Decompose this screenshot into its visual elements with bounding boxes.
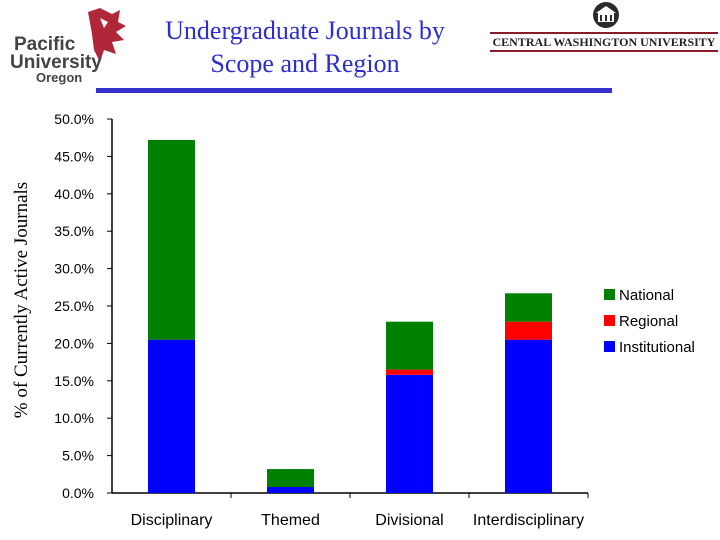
bar-layer <box>148 139 552 493</box>
y-tick-label: 20.0% <box>54 335 94 351</box>
bar-regional-divisional <box>386 369 433 375</box>
bar-regional-interdisciplinary <box>505 321 552 340</box>
y-tick-label: 5.0% <box>62 448 94 464</box>
logo-rule-top <box>490 32 718 34</box>
bar-national-disciplinary <box>148 139 195 340</box>
y-tick-label: 10.0% <box>54 410 94 426</box>
y-tick-label: 45.0% <box>54 148 94 164</box>
y-tick-label: 35.0% <box>54 223 94 239</box>
bar-institutional-interdisciplinary <box>505 339 552 493</box>
pacific-university-logo: Pacific University Oregon <box>10 8 126 85</box>
x-tick-label: Themed <box>261 512 320 529</box>
bar-institutional-divisional <box>386 374 433 493</box>
y-tick-label: 15.0% <box>54 373 94 389</box>
y-tick-label: 40.0% <box>54 186 94 202</box>
legend: National Regional Institutional <box>604 287 695 356</box>
cwu-logo-text: CENTRAL WASHINGTON UNIVERSITY <box>493 35 716 49</box>
cwu-logo: CENTRAL WASHINGTON UNIVERSITY <box>490 2 718 52</box>
legend-swatch-institutional <box>604 341 615 352</box>
building-seal-icon <box>593 2 619 28</box>
y-tick-label: 0.0% <box>62 485 94 501</box>
y-tick-label: 30.0% <box>54 261 94 277</box>
legend-swatch-national <box>604 289 615 300</box>
header-rule <box>96 88 612 93</box>
legend-label-institutional: Institutional <box>619 339 695 356</box>
logo-line3: Oregon <box>36 70 82 85</box>
bar-national-divisional <box>386 321 433 370</box>
legend-label-regional: Regional <box>619 313 678 330</box>
bar-national-themed <box>267 469 314 488</box>
bar-national-interdisciplinary <box>505 293 552 322</box>
y-axis-label: % of Currently Active Journals <box>11 182 32 418</box>
x-tick-label: Interdisciplinary <box>473 512 584 529</box>
stacked-bar-chart: 0.0% 5.0% 10.0% 15.0% 20.0% 25.0% 30.0% 35.0% 40… <box>11 111 695 529</box>
logo-rule-bottom <box>490 50 718 52</box>
bar-institutional-disciplinary <box>148 339 195 493</box>
bar-institutional-themed <box>267 487 314 493</box>
logo-line2: University <box>10 52 102 73</box>
x-tick-label: Divisional <box>375 512 443 529</box>
y-tick-label: 50.0% <box>54 111 94 127</box>
logo-line1: Pacific <box>14 34 76 55</box>
y-tick-label: 25.0% <box>54 298 94 314</box>
boxer-mascot-icon <box>88 8 126 62</box>
chart-title: Undergraduate Journals by Scope and Regi… <box>165 16 445 78</box>
axis-layer: 0.0% 5.0% 10.0% 15.0% 20.0% 25.0% 30.0% 35.0% 40… <box>54 111 589 529</box>
x-tick-label: Disciplinary <box>131 512 213 529</box>
legend-swatch-regional <box>604 315 615 326</box>
legend-label-national: National <box>619 287 674 304</box>
